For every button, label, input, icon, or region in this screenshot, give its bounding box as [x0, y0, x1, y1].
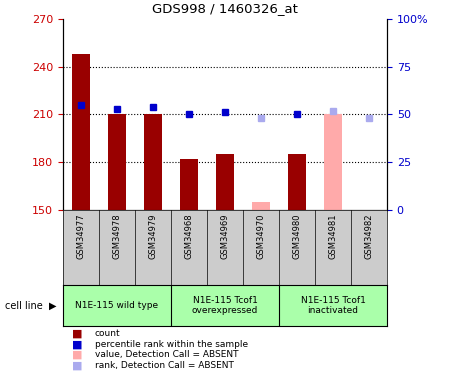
- Text: N1E-115 wild type: N1E-115 wild type: [76, 301, 158, 310]
- Bar: [324, 114, 342, 210]
- Bar: [108, 114, 126, 210]
- Text: GSM34970: GSM34970: [256, 214, 266, 259]
- Bar: [180, 159, 198, 210]
- Bar: [72, 54, 90, 210]
- Text: value, Detection Call = ABSENT: value, Detection Call = ABSENT: [94, 350, 238, 359]
- Text: N1E-115 Tcof1
inactivated: N1E-115 Tcof1 inactivated: [301, 296, 365, 315]
- Bar: [288, 154, 306, 210]
- Text: rank, Detection Call = ABSENT: rank, Detection Call = ABSENT: [94, 361, 234, 370]
- Text: ■: ■: [72, 339, 82, 349]
- Bar: [144, 114, 162, 210]
- Text: ■: ■: [72, 360, 82, 370]
- Text: count: count: [94, 329, 120, 338]
- Text: GSM34980: GSM34980: [292, 214, 302, 259]
- Text: cell line  ▶: cell line ▶: [4, 301, 56, 310]
- Text: percentile rank within the sample: percentile rank within the sample: [94, 340, 248, 349]
- Text: GSM34982: GSM34982: [364, 214, 373, 259]
- Text: ■: ■: [72, 329, 82, 339]
- Bar: [216, 154, 234, 210]
- Text: N1E-115 Tcof1
overexpressed: N1E-115 Tcof1 overexpressed: [192, 296, 258, 315]
- Text: GSM34981: GSM34981: [328, 214, 338, 259]
- Text: GSM34968: GSM34968: [184, 214, 194, 260]
- Text: GSM34978: GSM34978: [112, 214, 122, 260]
- Text: GSM34977: GSM34977: [76, 214, 86, 260]
- Text: ■: ■: [72, 350, 82, 360]
- Bar: [252, 202, 270, 210]
- Title: GDS998 / 1460326_at: GDS998 / 1460326_at: [152, 2, 298, 15]
- Text: GSM34969: GSM34969: [220, 214, 230, 259]
- Text: GSM34979: GSM34979: [148, 214, 157, 259]
